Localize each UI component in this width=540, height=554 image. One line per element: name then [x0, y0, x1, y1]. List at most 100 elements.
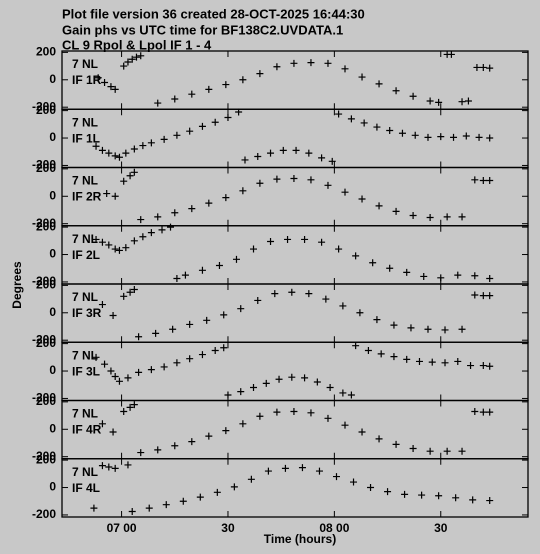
- y-tick-label: 0: [49, 305, 56, 319]
- point: [160, 135, 168, 143]
- point: [173, 359, 181, 367]
- point: [250, 245, 258, 253]
- point: [441, 326, 449, 334]
- point: [137, 449, 145, 457]
- point: [324, 414, 332, 422]
- point: [239, 187, 247, 195]
- x-tick-label: 30: [221, 521, 235, 535]
- point: [367, 484, 375, 492]
- point: [313, 378, 321, 386]
- point: [135, 368, 143, 376]
- point: [375, 202, 383, 210]
- point: [115, 246, 123, 254]
- point: [98, 420, 106, 428]
- point: [267, 149, 275, 157]
- point: [364, 346, 372, 354]
- point: [105, 149, 113, 157]
- point: [130, 237, 138, 245]
- point: [111, 373, 119, 381]
- y-tick-label: 0: [49, 421, 56, 435]
- y-tick-label: 0: [49, 363, 56, 377]
- point: [188, 438, 196, 446]
- point: [328, 157, 336, 165]
- point: [452, 494, 460, 502]
- y-tick-label: -200: [32, 507, 56, 521]
- point: [162, 501, 170, 509]
- point: [339, 302, 347, 310]
- y-axis-label: Degrees: [10, 261, 24, 309]
- point: [486, 275, 494, 283]
- point: [124, 374, 132, 382]
- point: [307, 409, 315, 417]
- series-label: IF 1L: [72, 131, 100, 145]
- point: [147, 139, 155, 147]
- point: [358, 195, 366, 203]
- point: [254, 296, 262, 304]
- point: [454, 357, 462, 365]
- point: [147, 229, 155, 237]
- point: [290, 174, 298, 182]
- point: [424, 325, 432, 333]
- point: [339, 389, 347, 397]
- point: [347, 115, 355, 123]
- point: [147, 366, 155, 374]
- point: [281, 464, 289, 472]
- point: [392, 87, 400, 95]
- point: [130, 145, 138, 153]
- point: [462, 132, 470, 140]
- point: [479, 362, 487, 370]
- point: [186, 320, 194, 328]
- point: [479, 292, 487, 300]
- point: [154, 99, 162, 107]
- point: [128, 55, 136, 63]
- point: [267, 238, 275, 246]
- point: [426, 97, 434, 105]
- point: [426, 447, 434, 455]
- antenna-label: 7 NL: [72, 407, 98, 421]
- point: [205, 199, 213, 207]
- point: [373, 316, 381, 324]
- point: [332, 473, 340, 481]
- point: [409, 92, 417, 100]
- point: [292, 146, 300, 154]
- point: [486, 408, 494, 416]
- point: [486, 292, 494, 300]
- point: [171, 95, 179, 103]
- point: [130, 401, 138, 409]
- point: [139, 233, 147, 241]
- point: [471, 176, 479, 184]
- point: [447, 50, 455, 58]
- point: [115, 153, 123, 161]
- point: [241, 156, 249, 164]
- point: [324, 59, 332, 67]
- point: [390, 353, 398, 361]
- point: [458, 325, 466, 333]
- point: [486, 177, 494, 185]
- chart-title: Plot file version 36 created 28-OCT-2025…: [62, 6, 365, 21]
- point: [288, 373, 296, 381]
- point: [101, 79, 109, 87]
- point: [215, 261, 223, 269]
- x-tick-label: 30: [434, 521, 448, 535]
- y-tick-label: 0: [49, 480, 56, 494]
- point: [103, 190, 111, 198]
- point: [188, 205, 196, 213]
- point: [186, 355, 194, 363]
- point: [471, 407, 479, 415]
- point: [205, 85, 213, 93]
- point: [213, 488, 221, 496]
- point: [256, 412, 264, 420]
- point: [98, 238, 106, 246]
- point: [186, 127, 194, 135]
- point: [171, 209, 179, 217]
- point: [235, 108, 243, 116]
- point: [486, 64, 494, 72]
- point: [424, 133, 432, 141]
- point: [273, 63, 281, 71]
- point: [409, 211, 417, 219]
- point: [239, 76, 247, 84]
- point: [120, 407, 128, 415]
- point: [315, 467, 323, 475]
- point: [352, 252, 360, 260]
